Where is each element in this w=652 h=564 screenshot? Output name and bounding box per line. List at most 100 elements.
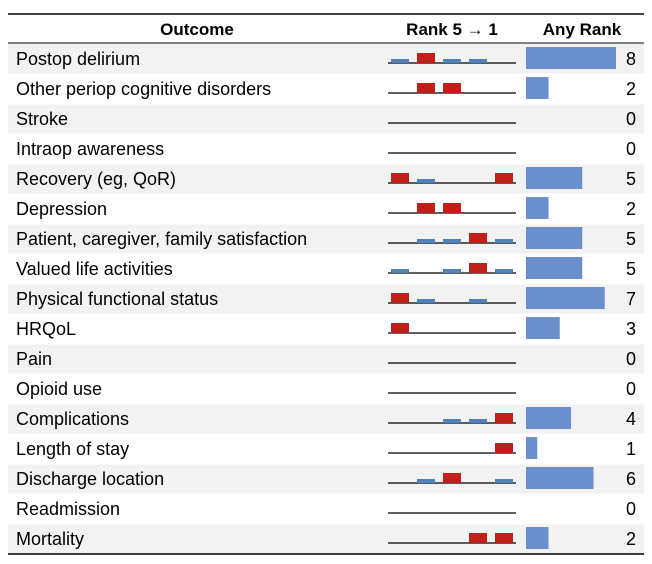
outcome-label: Intraop awareness — [16, 139, 164, 159]
table-row: Depression 2 — [16, 197, 636, 219]
rank-mark-red — [495, 413, 513, 423]
any-rank-count: 4 — [626, 409, 636, 429]
any-rank-bar — [526, 257, 583, 279]
rank-mark-blue — [417, 179, 435, 183]
any-rank-bar — [526, 437, 538, 459]
table-row: Pain 0 — [16, 349, 636, 369]
table-row: Intraop awareness 0 — [16, 139, 636, 159]
any-rank-bar — [526, 227, 583, 249]
any-rank-count: 0 — [626, 109, 636, 129]
rank-mark-blue — [417, 299, 435, 303]
any-rank-bar — [526, 467, 594, 489]
table-row: Length of stay 1 — [16, 437, 636, 459]
table-row: Physical functional status 7 — [16, 287, 636, 309]
table-row: Complications 4 — [16, 407, 636, 429]
rank-mark-red — [417, 83, 435, 93]
table-row: Discharge location 6 — [16, 467, 636, 489]
table-row: Other periop cognitive disorders 2 — [16, 77, 636, 99]
rank-mark-blue — [469, 419, 487, 423]
any-rank-bar — [526, 317, 560, 339]
table-row: Opioid use 0 — [16, 379, 636, 399]
outcome-label: Pain — [16, 349, 52, 369]
rank-mark-blue — [443, 59, 461, 63]
rank-mark-red — [443, 83, 461, 93]
table-row: Stroke 0 — [16, 109, 636, 129]
rank-mark-red — [391, 293, 409, 303]
outcome-label: Patient, caregiver, family satisfaction — [16, 229, 307, 249]
any-rank-count: 2 — [626, 79, 636, 99]
outcome-label: Postop delirium — [16, 49, 140, 69]
rank-mark-red — [391, 323, 409, 333]
row-stripe — [8, 524, 644, 554]
outcome-label: HRQoL — [16, 319, 76, 339]
rank-mark-blue — [391, 59, 409, 63]
rank-mark-blue — [443, 239, 461, 243]
any-rank-bar — [526, 287, 605, 309]
rank-mark-blue — [469, 299, 487, 303]
any-rank-count: 1 — [626, 439, 636, 459]
outcome-label: Physical functional status — [16, 289, 218, 309]
any-rank-count: 5 — [626, 259, 636, 279]
any-rank-count: 2 — [626, 199, 636, 219]
rank-mark-blue — [417, 239, 435, 243]
rank-mark-red — [469, 233, 487, 243]
rank-mark-blue — [391, 269, 409, 273]
table-row: Mortality 2 — [16, 527, 636, 549]
outcome-label: Complications — [16, 409, 129, 429]
rank-mark-red — [469, 533, 487, 543]
rank-mark-blue — [443, 419, 461, 423]
any-rank-count: 6 — [626, 469, 636, 489]
table-row: Recovery (eg, QoR) 5 — [16, 167, 636, 189]
table-row: Readmission 0 — [16, 499, 636, 519]
any-rank-count: 0 — [626, 349, 636, 369]
rank-mark-red — [495, 443, 513, 453]
rows: Postop delirium 8 Other periop cognitive d… — [8, 47, 644, 555]
any-rank-bar — [526, 77, 549, 99]
any-rank-bar — [526, 197, 549, 219]
any-rank-count: 8 — [626, 49, 636, 69]
table-row: HRQoL 3 — [16, 317, 636, 339]
any-rank-count: 5 — [626, 169, 636, 189]
table-row: Patient, caregiver, family satisfaction 5 — [16, 227, 636, 249]
rank-mark-blue — [417, 479, 435, 483]
rank-mark-red — [469, 263, 487, 273]
outcome-label: Readmission — [16, 499, 120, 519]
rank-mark-blue — [495, 269, 513, 273]
any-rank-bar — [526, 407, 571, 429]
any-rank-bar — [526, 167, 583, 189]
outcome-label: Valued life activities — [16, 259, 173, 279]
any-rank-count: 3 — [626, 319, 636, 339]
rank-mark-blue — [469, 59, 487, 63]
row-stripe — [8, 344, 644, 374]
table-row: Postop delirium 8 — [16, 47, 636, 69]
rank-mark-red — [443, 473, 461, 483]
any-rank-count: 0 — [626, 379, 636, 399]
rank-mark-red — [417, 203, 435, 213]
outcome-label: Other periop cognitive disorders — [16, 79, 271, 99]
table-row: Valued life activities 5 — [16, 257, 636, 279]
outcome-label: Discharge location — [16, 469, 164, 489]
outcome-label: Length of stay — [16, 439, 129, 459]
outcome-label: Depression — [16, 199, 107, 219]
header-outcome: Outcome — [160, 20, 234, 39]
rank-mark-red — [417, 53, 435, 63]
row-stripe — [8, 104, 644, 134]
rank-mark-blue — [443, 269, 461, 273]
any-rank-count: 7 — [626, 289, 636, 309]
outcome-label: Stroke — [16, 109, 68, 129]
rank-mark-red — [495, 173, 513, 183]
rank-mark-red — [443, 203, 461, 213]
any-rank-count: 5 — [626, 229, 636, 249]
outcome-label: Recovery (eg, QoR) — [16, 169, 176, 189]
any-rank-count: 0 — [626, 139, 636, 159]
rank-mark-blue — [495, 239, 513, 243]
header-any-rank: Any Rank — [543, 20, 622, 39]
any-rank-count: 0 — [626, 499, 636, 519]
rank-mark-red — [495, 533, 513, 543]
outcome-label: Opioid use — [16, 379, 102, 399]
rank-mark-red — [391, 173, 409, 183]
header-rank: Rank 5 → 1 — [406, 20, 498, 39]
any-rank-bar — [526, 47, 616, 69]
any-rank-count: 2 — [626, 529, 636, 549]
